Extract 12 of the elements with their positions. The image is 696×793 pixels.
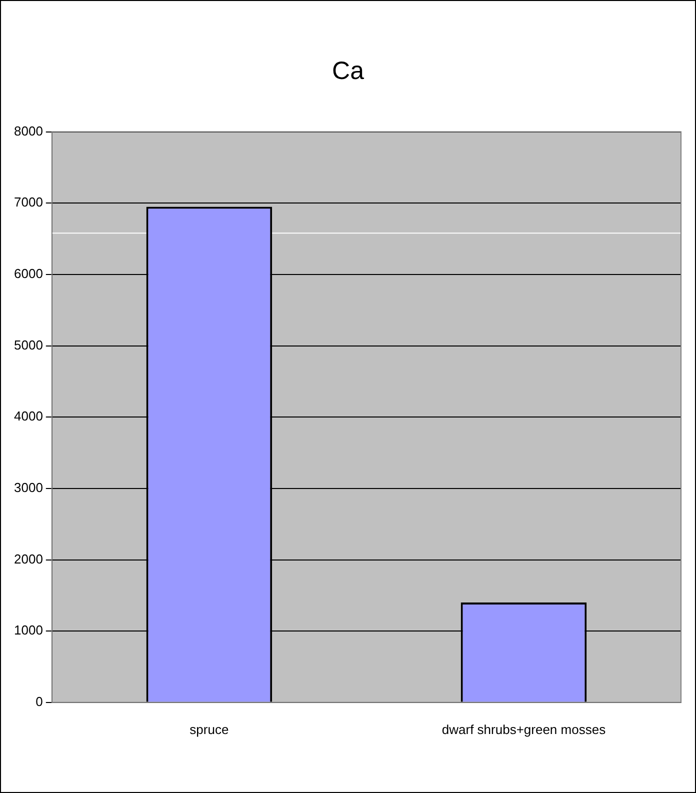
chart-title: Ca — [331, 57, 365, 86]
y-tick-label: 2000 — [14, 551, 43, 566]
y-tick-label: 6000 — [14, 266, 43, 282]
y-tick-label: 0 — [36, 694, 43, 709]
y-tick-label: 3000 — [14, 480, 43, 496]
y-tick-label: 4000 — [14, 408, 43, 424]
y-tick-label: 7000 — [14, 194, 43, 210]
y-tick-label: 1000 — [14, 622, 43, 638]
y-tick-label: 8000 — [14, 123, 43, 138]
y-tick-label: 5000 — [14, 337, 43, 352]
x-tick-label: spruce — [190, 722, 229, 737]
x-tick-label: dwarf shrubs+green mosses — [442, 722, 606, 737]
